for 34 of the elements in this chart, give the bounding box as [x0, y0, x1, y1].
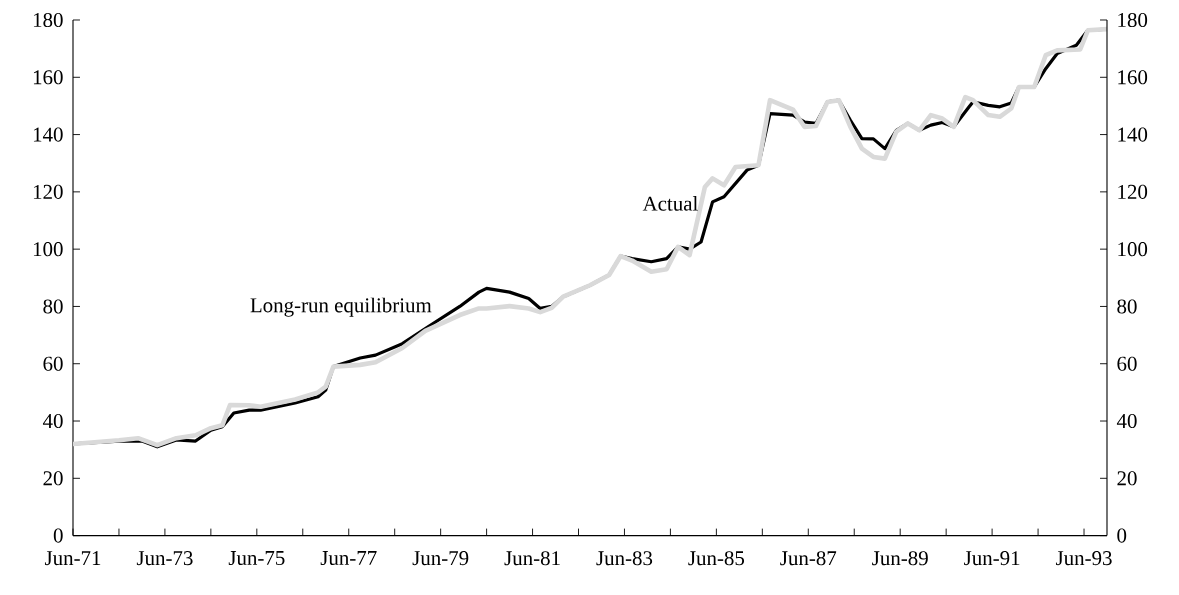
x-tick-label: Jun-79: [412, 551, 469, 566]
x-tick-label: Jun-93: [1055, 551, 1112, 566]
y-tick-label: 120: [33, 184, 63, 199]
y-tick-label: 20: [43, 471, 63, 486]
y2-tick-label: 120: [1118, 184, 1148, 199]
y2-tick-label: 60: [1117, 356, 1137, 371]
series-label: Long-run equilibrium: [250, 297, 432, 317]
x-tick-label: Jun-73: [136, 551, 193, 566]
y-tick-label: 100: [33, 242, 63, 257]
series-label: Actual: [642, 195, 698, 211]
y-tick-label: 0: [53, 528, 63, 543]
y2-tick-label: 140: [1118, 127, 1148, 142]
x-tick-label: Jun-75: [228, 551, 285, 566]
x-tick-label: Jun-77: [320, 551, 377, 566]
x-tick-label: Jun-91: [964, 551, 1020, 566]
x-tick-label: Jun-87: [780, 551, 837, 566]
y-tick-label: 160: [33, 70, 63, 85]
x-tick-label: Jun-85: [688, 551, 745, 566]
x-tick-label: Jun-81: [504, 551, 560, 566]
y-tick-label: 60: [43, 356, 63, 371]
y2-tick-label: 80: [1117, 299, 1137, 314]
y2-tick-label: 40: [1116, 413, 1137, 429]
y2-tick-label: 100: [1118, 242, 1148, 257]
y2-tick-label: 20: [1117, 471, 1137, 486]
y2-tick-label: 160: [1118, 70, 1148, 85]
y-tick-label: 40: [42, 413, 63, 429]
x-tick-label: Jun-83: [596, 551, 653, 566]
x-tick-label: Jun-71: [44, 551, 101, 566]
y2-tick-label: 180: [1118, 12, 1148, 28]
y-tick-label: 80: [43, 299, 63, 314]
x-tick-label: Jun-89: [872, 551, 928, 566]
y-tick-label: 140: [33, 127, 63, 142]
y-tick-label: 180: [33, 12, 63, 28]
y2-tick-label: 0: [1117, 528, 1127, 543]
